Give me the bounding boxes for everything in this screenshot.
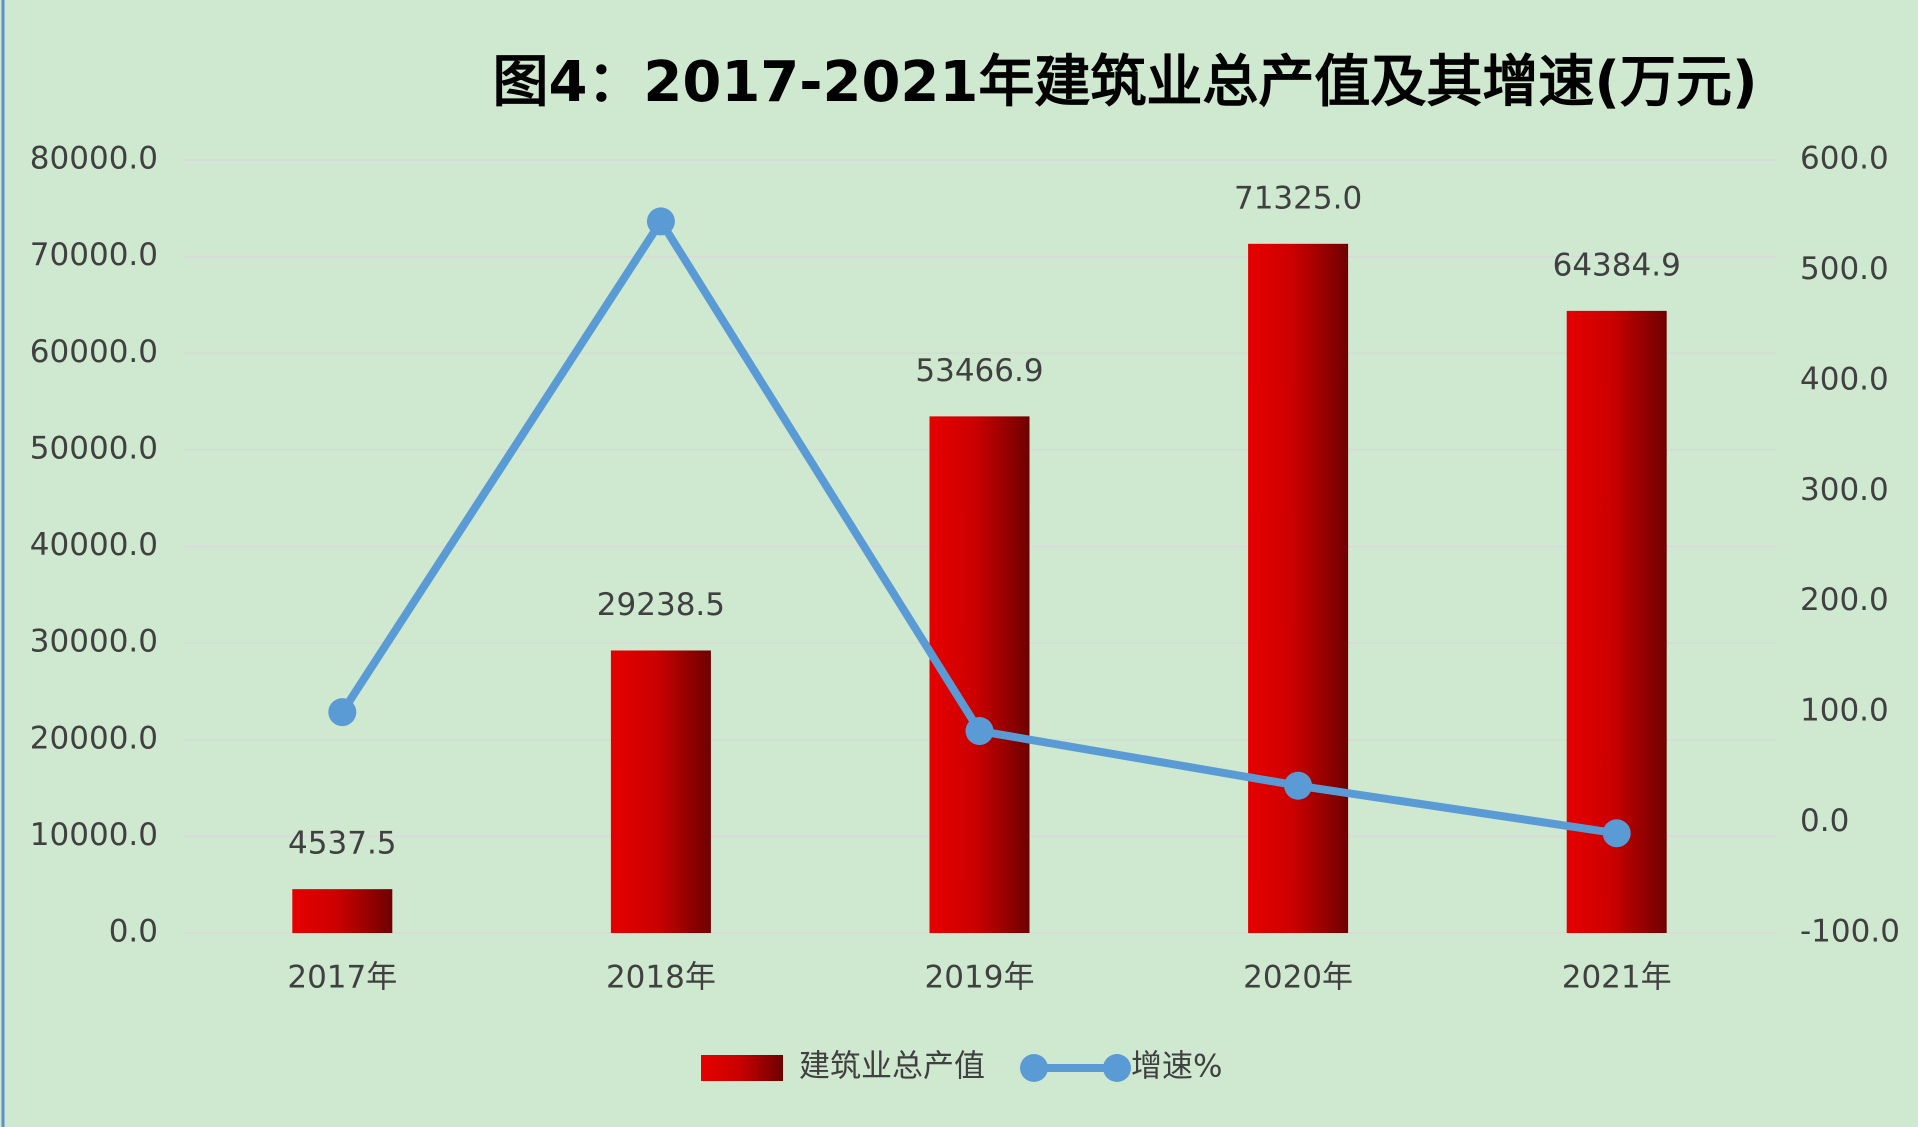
legend-label: 增速% <box>1131 1049 1222 1085</box>
y2-tick-label: 100.0 <box>1800 693 1889 729</box>
data-label: 29238.5 <box>597 587 725 623</box>
y2-tick-label: -100.0 <box>1800 914 1900 950</box>
line-marker <box>646 207 675 236</box>
y-tick-label: 0.0 <box>109 914 158 950</box>
x-tick-label: 2019年 <box>925 960 1035 996</box>
y2-tick-label: 200.0 <box>1800 582 1889 618</box>
y-tick-label: 80000.0 <box>30 141 158 177</box>
bar <box>1248 243 1349 933</box>
legend-marker <box>1103 1054 1131 1082</box>
y-tick-label: 40000.0 <box>30 527 158 563</box>
line-marker <box>965 717 994 746</box>
data-label: 71325.0 <box>1234 180 1362 216</box>
y2-tick-label: 400.0 <box>1800 361 1889 397</box>
x-tick-label: 2021年 <box>1562 960 1672 996</box>
legend-swatch <box>701 1055 783 1081</box>
y-tick-label: 70000.0 <box>30 237 158 273</box>
bar <box>292 889 393 933</box>
y-tick-label: 30000.0 <box>30 624 158 660</box>
y-tick-label: 60000.0 <box>30 334 158 370</box>
x-tick-label: 2020年 <box>1243 960 1353 996</box>
y-tick-label: 10000.0 <box>30 817 158 853</box>
data-label: 53466.9 <box>915 353 1043 389</box>
line-marker <box>328 698 357 727</box>
y2-tick-label: 300.0 <box>1800 472 1889 508</box>
line-marker <box>1602 819 1631 848</box>
y-tick-label: 50000.0 <box>30 430 158 466</box>
legend-marker <box>1020 1054 1048 1082</box>
bar <box>610 650 711 933</box>
y-tick-label: 20000.0 <box>30 720 158 756</box>
y2-tick-label: 500.0 <box>1800 251 1889 287</box>
legend-label: 建筑业总产值 <box>799 1049 985 1085</box>
data-label: 64384.9 <box>1553 247 1681 283</box>
x-tick-label: 2017年 <box>287 960 397 996</box>
data-label: 4537.5 <box>288 826 396 862</box>
x-tick-label: 2018年 <box>606 960 716 996</box>
chart-title: 图4：2017-2021年建筑业总产值及其增速(万元) <box>492 50 1757 115</box>
y2-tick-label: 0.0 <box>1800 803 1849 839</box>
y2-tick-label: 600.0 <box>1800 141 1889 177</box>
line-marker <box>1284 771 1313 800</box>
